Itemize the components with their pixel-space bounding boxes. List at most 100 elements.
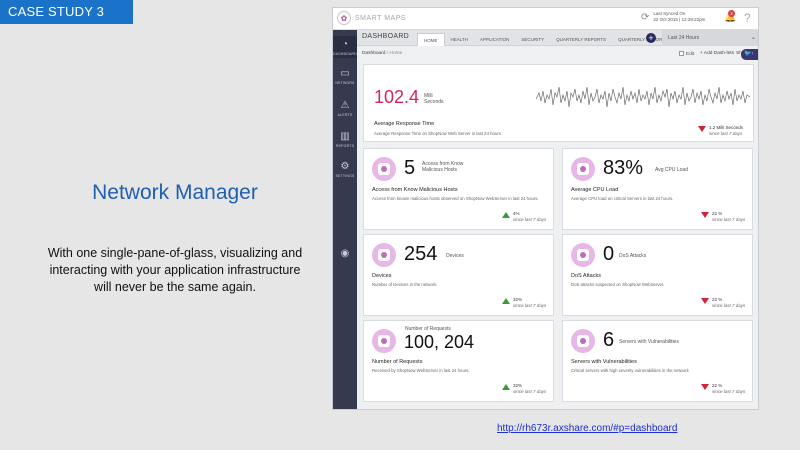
sync-label: Last Synced On xyxy=(653,11,686,16)
tile-delta: 32% since last 7 days xyxy=(502,383,546,394)
tile-dos-attacks[interactable]: 0 DoS Attacks DoS Attacks DoS attacks su… xyxy=(562,234,753,316)
delta-since: since last 7 days xyxy=(513,302,547,308)
trend-down-icon xyxy=(701,384,709,390)
tab-home[interactable]: HOME xyxy=(417,33,445,46)
tab-application[interactable]: APPLICATION xyxy=(479,37,510,42)
user-icon: ◉ xyxy=(340,248,350,259)
tile-malicious-hosts[interactable]: 5 Access from Know Malicious Hosts Acces… xyxy=(363,148,554,230)
delta-value: 32% xyxy=(513,297,523,302)
response-time-desc: Average Response Time on ShopNow Web Ser… xyxy=(374,131,501,136)
sidebar-item-dashboard[interactable]: ◔ DASHBOARD xyxy=(333,36,357,58)
add-dashlets-button[interactable]: + Add Dash-lets xyxy=(700,51,734,56)
tile-devices[interactable]: 254 Devices Devices Number of Devices in… xyxy=(363,234,554,316)
tab-quarterly-reports[interactable]: QUARTERLY REPORTS xyxy=(556,37,607,42)
response-time-title: Average Response Time xyxy=(374,121,435,127)
tab-quarterly-reports-1[interactable]: QUARTERLY REPORTS 1 xyxy=(618,37,672,42)
app-logo[interactable]: ✿ SMART MAPS xyxy=(337,11,406,25)
tile-delta: 22 % since last 7 days xyxy=(701,297,745,308)
delta-since: since last 7 days xyxy=(712,302,746,308)
tile-label: Avg CPU Load xyxy=(655,167,688,173)
tile-desc: Number of Devices in the network xyxy=(372,282,437,287)
tile-value: 5 xyxy=(404,157,416,179)
tile-label: Number of Requests xyxy=(405,326,451,332)
response-time-value: 102.4 xyxy=(374,87,420,107)
sidebar-item-settings[interactable]: ⚙ SETTINGS xyxy=(333,161,357,183)
sidebar-label: DASHBOARD xyxy=(333,52,357,56)
sidebar-user[interactable]: ◉ xyxy=(333,248,357,262)
delta-value: 22 % xyxy=(712,211,723,216)
tile-label: Servers with Vulnerabilities xyxy=(619,339,679,345)
delta-value: 4% xyxy=(513,211,520,216)
sync-time: 22 Oct 2015 | 12:28:22pm xyxy=(653,17,706,22)
slide-title: Network Manager xyxy=(92,181,258,204)
delta-value: 32% xyxy=(513,383,523,388)
unit-line1: Milli xyxy=(424,93,433,99)
add-tab-button[interactable]: + xyxy=(646,33,656,43)
tile-requests[interactable]: Number of Requests 100, 204 Number of Re… xyxy=(363,320,554,402)
time-range-select[interactable]: Last 24 Hours ⌄ xyxy=(662,30,758,46)
trend-up-icon xyxy=(502,298,510,304)
tile-desc: Received by ShopNow WebServer in last 24… xyxy=(372,368,470,373)
case-study-tag: CASE STUDY 3 xyxy=(0,0,133,24)
sidebar-item-network[interactable]: ▭ NETWORK xyxy=(333,68,357,90)
response-time-delta: 1.2 Milli Seconds since last 7 days xyxy=(698,125,743,136)
tile-icon xyxy=(372,243,396,267)
help-icon[interactable]: ? xyxy=(744,11,751,25)
sidebar-item-reports[interactable]: ▥ REPORTS xyxy=(333,131,357,153)
tile-icon xyxy=(571,157,595,181)
chevron-down-icon: ⌄ xyxy=(750,35,756,41)
delta-value: 22 % xyxy=(712,383,723,388)
sidebar-label: NETWORK xyxy=(335,81,355,85)
delta-since: since last 7 days xyxy=(513,388,547,394)
bell-icon[interactable]: 🔔 xyxy=(724,12,737,23)
brand-name: SMART MAPS xyxy=(355,14,407,22)
delta-since: since last 7 days xyxy=(513,216,547,222)
alerts-icon: ⚠ xyxy=(340,100,350,111)
delta-since: since last 7 days xyxy=(709,130,743,136)
twitter-icon[interactable]: 🐦‹ xyxy=(741,49,758,60)
delta-since: since last 7 days xyxy=(712,216,746,222)
settings-icon: ⚙ xyxy=(340,161,350,172)
trend-up-icon xyxy=(502,212,510,218)
slide-description: With one single-pane-of-glass, visualizi… xyxy=(47,246,303,294)
tile-label: Devices xyxy=(446,253,464,259)
tile-value: 100, 204 xyxy=(404,332,475,352)
trend-down-icon xyxy=(698,126,706,132)
tile-desc: DoS attacks suspected on ShopNow WebServ… xyxy=(571,282,665,287)
network-icon: ▭ xyxy=(340,68,350,79)
tile-value: 0 xyxy=(603,243,615,265)
tab-health[interactable]: HEALTH xyxy=(450,37,468,42)
tile-title: Number of Requests xyxy=(372,359,423,365)
tile-delta: 22 % since last 7 days xyxy=(701,211,745,222)
dashboard-screenshot: ✿ SMART MAPS ⟳ Last Synced On 22 Oct 201… xyxy=(332,7,759,410)
refresh-icon[interactable]: ⟳ xyxy=(641,11,650,23)
dashboard-link[interactable]: http://rh673r.axshare.com/#p=dashboard xyxy=(497,423,678,434)
tile-desc: Average CPU load on critical Servers in … xyxy=(571,196,674,201)
tile-icon xyxy=(372,329,396,353)
tile-delta: 22 % since last 7 days xyxy=(701,383,745,394)
sidebar-item-alerts[interactable]: ⚠ ALERTS xyxy=(333,100,357,122)
trend-down-icon xyxy=(701,212,709,218)
sidebar-label: ALERTS xyxy=(337,113,353,117)
tile-cpu-load[interactable]: 83% Avg CPU Load Average CPU Load Averag… xyxy=(562,148,753,230)
edit-toggle[interactable]: Edit xyxy=(679,51,694,57)
tile-vulnerable-servers[interactable]: 6 Servers with Vulnerabilities Servers w… xyxy=(562,320,753,402)
sidebar-label: SETTINGS xyxy=(335,174,355,178)
breadcrumb: Dashboard / Home Edit + Add Dash-lets Sh… xyxy=(357,47,758,61)
tab-strip: HOME HEALTH APPLICATION SECURITY QUARTER… xyxy=(417,33,678,46)
tile-delta: 32% since last 7 days xyxy=(502,297,546,308)
tile-value: 83% xyxy=(603,157,644,179)
tile-label: Access from Know Malicious Hosts xyxy=(422,161,464,173)
checkbox-icon xyxy=(679,51,684,56)
tile-title: Access from Know Malicious Hosts xyxy=(372,187,458,193)
tab-security[interactable]: SECURITY xyxy=(521,37,545,42)
logo-icon: ✿ xyxy=(337,11,351,25)
sidebar: ◔ DASHBOARD ▭ NETWORK ⚠ ALERTS ▥ REPORTS… xyxy=(333,30,357,409)
page-title: DASHBOARD xyxy=(362,33,410,40)
tile-desc: Access from known malicious hosts observ… xyxy=(372,196,539,201)
breadcrumb-dashboard[interactable]: Dashboard xyxy=(362,51,386,56)
tile-delta: 4% since last 7 days xyxy=(502,211,546,222)
time-range-value: Last 24 Hours xyxy=(668,35,700,41)
top-bar: ✿ SMART MAPS ⟳ Last Synced On 22 Oct 201… xyxy=(333,8,758,30)
reports-icon: ▥ xyxy=(340,131,350,142)
